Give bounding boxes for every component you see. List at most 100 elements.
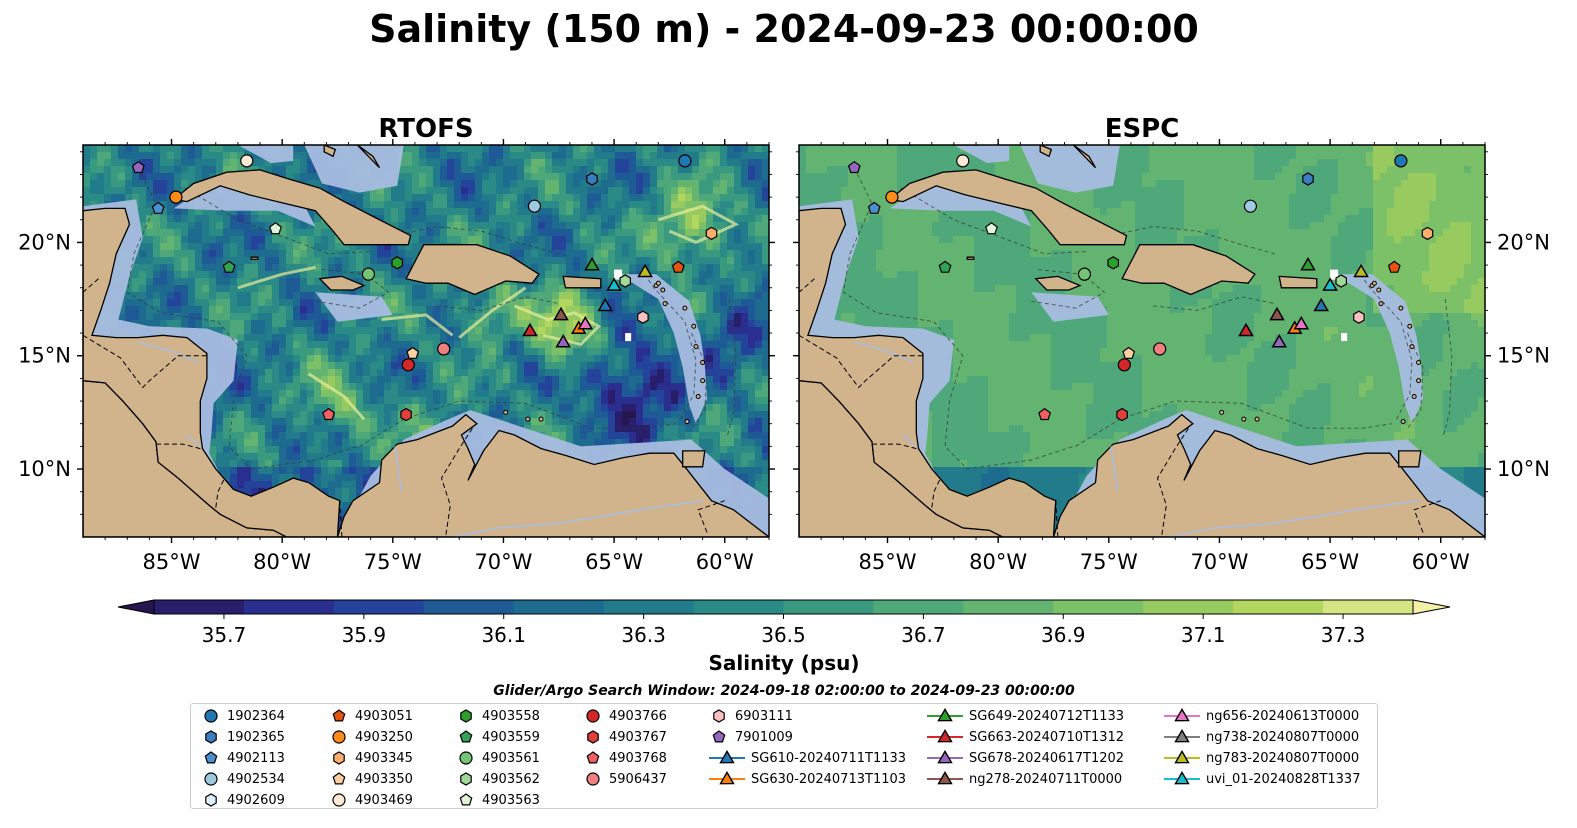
marker-4903051[interactable] [1387, 260, 1401, 273]
lon-tick-label: 60°W [696, 550, 754, 574]
marker-ng783-20240807T0000[interactable] [637, 263, 653, 278]
marker-SG678-20240617T1202[interactable] [1271, 333, 1287, 348]
marker-4903350[interactable] [1122, 346, 1136, 359]
marker-4903345[interactable] [705, 226, 718, 241]
marker-4902113[interactable] [151, 201, 165, 214]
marker-4903767[interactable] [400, 407, 412, 422]
lon-tick-label: 70°W [474, 550, 532, 574]
colorbar-segment [693, 600, 784, 614]
marker-4903469[interactable] [240, 154, 254, 168]
marker-4903559[interactable] [938, 260, 952, 273]
marker-SG610-20240711T1133[interactable] [1313, 297, 1330, 312]
marker-7901009[interactable] [131, 160, 145, 174]
marker-4903768[interactable] [1038, 407, 1052, 421]
pentagon-marker-icon [332, 772, 346, 785]
colorbar-tick-label: 36.9 [1041, 623, 1086, 647]
marker-4903250[interactable] [885, 190, 899, 204]
hexagon-marker-icon [460, 709, 472, 723]
marker-1902364[interactable] [678, 154, 692, 168]
map-plot-rtofs[interactable] [83, 125, 770, 538]
marker-4902534[interactable] [527, 199, 542, 213]
marker-ng656-20240613T0000[interactable] [577, 315, 594, 330]
lon-tick-label: 65°W [585, 550, 643, 574]
marker-4903250[interactable] [169, 190, 183, 204]
marker-4903469[interactable] [956, 154, 970, 168]
marker-SG678-20240617T1202[interactable] [555, 333, 571, 348]
marker-SG610-20240711T1133[interactable] [597, 297, 614, 312]
legend-label: 4903562 [482, 771, 540, 787]
marker-4903051[interactable] [671, 260, 685, 273]
legend-item: ng783-20240807T0000 [1164, 748, 1359, 768]
lon-tick-label: 85°W [143, 550, 201, 574]
marker-4903559[interactable] [222, 260, 236, 273]
circle-marker-icon [586, 709, 600, 723]
marker-4903766[interactable] [1117, 358, 1131, 372]
marker-4903561[interactable] [1077, 267, 1092, 281]
map-frame [798, 144, 1486, 538]
legend-item: SG663-20240710T1312 [927, 727, 1124, 747]
marker-SG649-20240712T1133[interactable] [1300, 257, 1316, 271]
marker-SG663-20240710T1312[interactable] [1238, 322, 1254, 337]
pentagon-marker-icon [586, 751, 600, 764]
marker-7901009[interactable] [847, 160, 861, 174]
observation-markers [131, 154, 718, 422]
legend-label: SG630-20240713T1103 [751, 771, 907, 787]
legend-item: 4903051 [329, 706, 413, 726]
marker-uvi_01-20240828T1337[interactable] [1322, 277, 1338, 291]
marker-ng278-20240711T0000[interactable] [553, 306, 569, 321]
marker-4902534[interactable] [1243, 199, 1258, 213]
hexagon-marker-icon [587, 730, 599, 744]
marker-ng278-20240711T0000[interactable] [1269, 306, 1285, 321]
marker-4903767[interactable] [1116, 407, 1128, 422]
marker-6903111[interactable] [1353, 310, 1365, 324]
triangle-marker-icon [1164, 750, 1200, 764]
marker-1902365[interactable] [1302, 172, 1314, 186]
rivers [138, 341, 703, 537]
legend-item: ng656-20240613T0000 [1164, 706, 1359, 726]
map-plot-espc[interactable] [799, 125, 1486, 538]
marker-4903561[interactable] [361, 267, 376, 281]
marker-4903562[interactable] [1335, 274, 1348, 288]
colorbar-segment [243, 600, 335, 614]
marker-uvi_01-20240828T1337[interactable] [606, 277, 622, 291]
marker-1902365[interactable] [586, 172, 598, 186]
marker-ng783-20240807T0000[interactable] [1353, 263, 1369, 278]
panel-rtofs: RTOFS 85°W 80°W 75°W 70°W 65°W 60°W 20°N 15°N 10… [18, 114, 775, 574]
marker-6903111[interactable] [637, 310, 649, 324]
legend-item: 7901009 [709, 727, 793, 747]
legend-label: ng656-20240613T0000 [1206, 708, 1360, 724]
marker-4903563[interactable] [985, 222, 998, 235]
country-borders [83, 278, 725, 537]
circle-marker-icon [204, 772, 218, 786]
colorbar-tick-label: 35.7 [202, 623, 247, 647]
legend-label: 1902365 [227, 729, 285, 745]
marker-4903768[interactable] [322, 407, 336, 421]
marker-4902113[interactable] [867, 201, 881, 214]
triangle-marker-icon [1164, 729, 1200, 743]
legend-item: 5906437 [583, 769, 667, 789]
country-borders [799, 278, 1441, 537]
marker-4903563[interactable] [269, 222, 282, 235]
marker-SG649-20240712T1133[interactable] [584, 257, 600, 271]
hexagon-marker-icon [333, 751, 345, 765]
colorbar-segment [1233, 600, 1324, 614]
lon-tick-label: 65°W [1301, 550, 1359, 574]
marker-4903345[interactable] [1421, 226, 1434, 241]
triangle-marker-icon [709, 750, 745, 764]
marker-4903350[interactable] [406, 346, 420, 359]
marker-4903562[interactable] [619, 274, 632, 288]
marker-5906437[interactable] [437, 342, 451, 356]
marker-4903558[interactable] [391, 256, 403, 270]
marker-SG663-20240710T1312[interactable] [522, 322, 538, 337]
lat-tick-label: 10°N [1497, 457, 1550, 481]
legend-item: SG610-20240711T1133 [709, 748, 906, 768]
marker-4903766[interactable] [401, 358, 415, 372]
circle-marker-icon [459, 751, 473, 765]
marker-4903558[interactable] [1107, 256, 1119, 270]
legend-label: 4903767 [609, 729, 667, 745]
marker-1902364[interactable] [1394, 154, 1408, 168]
circle-marker-icon [586, 772, 600, 786]
marker-5906437[interactable] [1153, 342, 1167, 356]
marker-ng656-20240613T0000[interactable] [1293, 315, 1310, 330]
lon-tick-label: 80°W [969, 550, 1027, 574]
